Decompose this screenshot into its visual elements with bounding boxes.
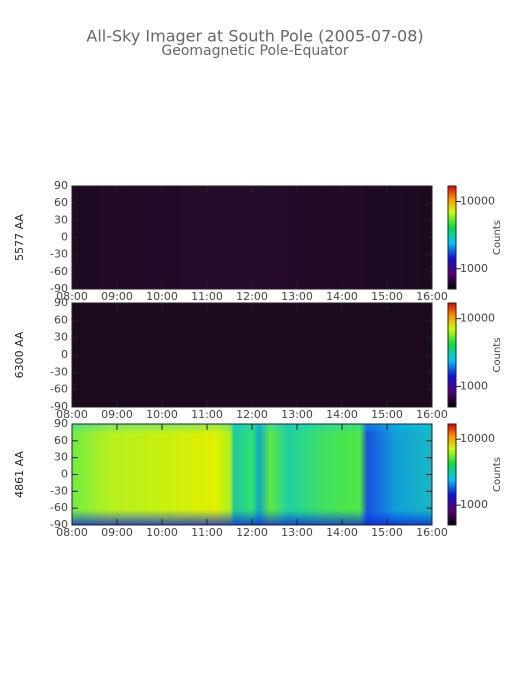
y-tick-label: -60: [50, 265, 68, 278]
y-tick-label: 30: [54, 451, 68, 464]
colorbar: [447, 302, 457, 408]
x-tick-label: 13:00: [281, 290, 313, 303]
y-tick-label: 60: [54, 313, 68, 326]
x-tick-label: 16:00: [416, 290, 448, 303]
x-tick-label: 15:00: [371, 526, 403, 539]
x-tick-label: 12:00: [236, 290, 268, 303]
y-tick-label: 0: [61, 231, 68, 244]
y-tick-label: 0: [61, 468, 68, 481]
x-tick-label: 08:00: [56, 526, 88, 539]
y-tick-label: -30: [50, 248, 68, 261]
x-tick-label: 14:00: [326, 290, 358, 303]
colorbar-label: Counts: [492, 338, 503, 373]
y-axis-label: 5577 AA: [13, 214, 26, 261]
x-tick-label: 12:00: [236, 526, 268, 539]
x-tick-label: 14:00: [326, 408, 358, 421]
y-tick-label: 30: [54, 213, 68, 226]
colorbar: [447, 423, 457, 526]
chart-subtitle: Geomagnetic Pole-Equator: [161, 43, 348, 59]
colorbar-tick-label: 10000: [460, 312, 495, 325]
y-tick-label: -30: [50, 365, 68, 378]
x-tick-label: 09:00: [101, 408, 133, 421]
chart-title: All-Sky Imager at South Pole (2005-07-08…: [86, 27, 423, 46]
x-tick-label: 15:00: [371, 290, 403, 303]
x-tick-label: 08:00: [56, 290, 88, 303]
y-tick-label: -90: [50, 282, 68, 295]
x-tick-label: 08:00: [56, 408, 88, 421]
x-tick-label: 11:00: [191, 408, 223, 421]
colorbar-tick-label: 10000: [460, 194, 495, 207]
colorbar-tick-label: 1000: [460, 498, 488, 511]
colorbar-label: Counts: [492, 220, 503, 255]
colorbar: [447, 185, 457, 290]
x-tick-label: 10:00: [146, 526, 178, 539]
y-tick-label: -90: [50, 518, 68, 531]
y-tick-label: 90: [54, 417, 68, 430]
x-tick-label: 11:00: [191, 526, 223, 539]
colorbar-tick-label: 10000: [460, 432, 495, 445]
y-tick-label: -60: [50, 383, 68, 396]
keogram-image: [72, 303, 432, 407]
x-tick-label: 10:00: [146, 290, 178, 303]
x-tick-label: 14:00: [326, 526, 358, 539]
x-tick-label: 15:00: [371, 408, 403, 421]
y-tick-label: 30: [54, 331, 68, 344]
x-tick-label: 10:00: [146, 408, 178, 421]
colorbar-tick-label: 1000: [460, 380, 488, 393]
y-tick-label: 90: [54, 296, 68, 309]
x-tick-label: 11:00: [191, 290, 223, 303]
y-tick-label: 90: [54, 179, 68, 192]
y-tick-label: 60: [54, 434, 68, 447]
y-axis-label: 6300 AA: [13, 331, 26, 378]
colorbar-label: Counts: [492, 457, 503, 492]
x-tick-label: 13:00: [281, 408, 313, 421]
y-tick-label: -60: [50, 501, 68, 514]
keogram-overlay: [72, 424, 432, 525]
x-tick-label: 12:00: [236, 408, 268, 421]
x-tick-label: 09:00: [101, 526, 133, 539]
y-tick-label: 60: [54, 196, 68, 209]
x-tick-label: 16:00: [416, 526, 448, 539]
x-tick-label: 13:00: [281, 526, 313, 539]
keogram-image: [72, 186, 432, 289]
y-tick-label: 0: [61, 348, 68, 361]
y-tick-label: -90: [50, 400, 68, 413]
x-tick-label: 16:00: [416, 408, 448, 421]
y-tick-label: -30: [50, 484, 68, 497]
y-axis-label: 4861 AA: [13, 451, 26, 498]
x-tick-label: 09:00: [101, 290, 133, 303]
colorbar-tick-label: 1000: [460, 262, 488, 275]
